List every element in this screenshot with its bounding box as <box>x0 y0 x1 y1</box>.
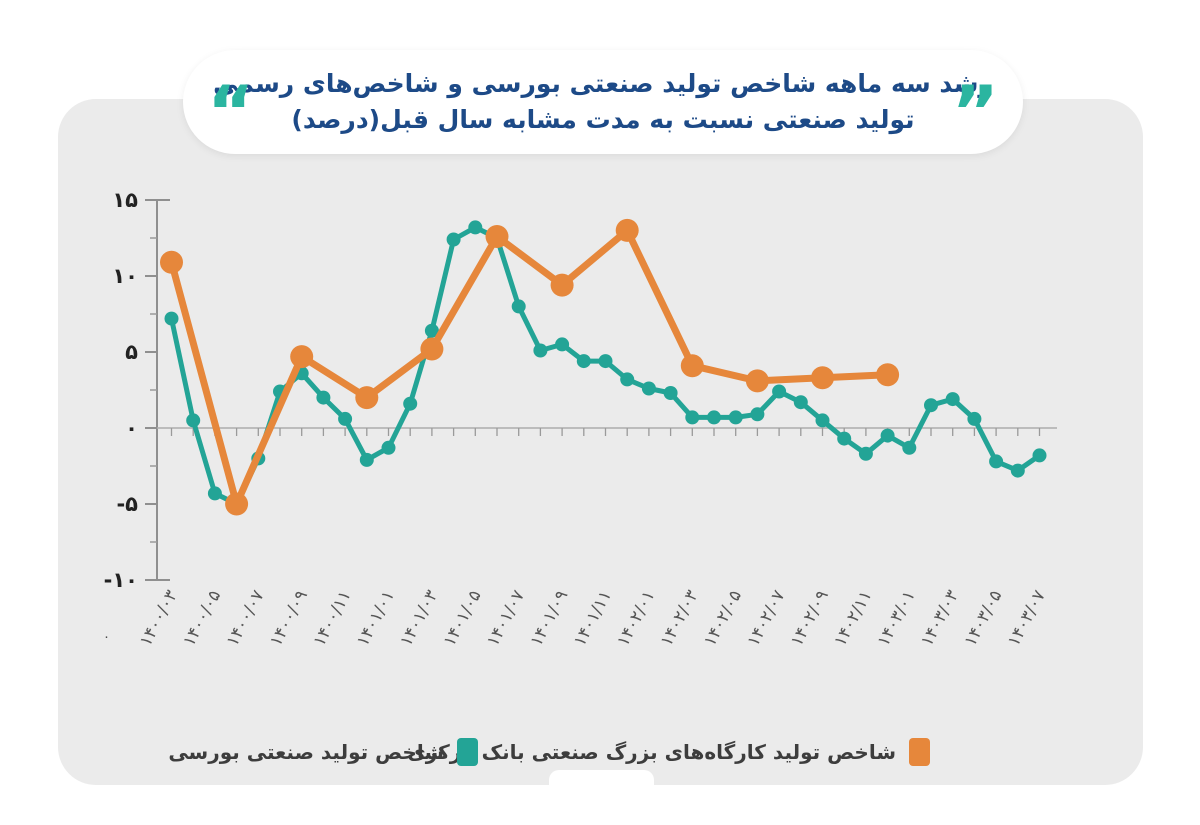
x-tick-label: ۱۴۰۲/۰۷ <box>743 587 789 650</box>
bourse-data-point <box>945 392 960 407</box>
bourse-data-point <box>880 428 895 443</box>
gray-background-panel <box>58 99 1143 785</box>
bourse-data-point <box>663 386 678 400</box>
y-tick-label: ۱۵ <box>112 188 138 212</box>
central-bank-data-point <box>225 492 249 516</box>
central-bank-data-point <box>811 366 834 390</box>
stray-zero-label: ۰ <box>103 630 110 645</box>
bourse-data-point <box>316 390 331 405</box>
x-tick-label: ۱۴۰۰/۰۹ <box>266 587 312 650</box>
central-bank-index-line <box>168 226 892 508</box>
y-tick-label: ٠ <box>125 416 138 440</box>
central-bank-data-point <box>290 345 314 369</box>
x-tick-label: ۱۴۰۱/۰۷ <box>483 587 529 650</box>
bourse-data-point <box>381 440 396 455</box>
x-tick-label: ۱۴۰۳/۰۳ <box>917 587 963 650</box>
bourse-data-point <box>207 486 222 501</box>
bourse-data-point <box>989 454 1004 469</box>
bourse-data-point <box>555 337 570 352</box>
bourse-data-point <box>403 396 418 411</box>
central-bank-data-point <box>745 369 769 393</box>
x-tick-label: ۱۴۰۲/۰۳ <box>657 587 703 650</box>
central-bank-data-point <box>550 273 574 297</box>
central-bank-data-point <box>876 363 900 387</box>
bourse-data-point <box>728 410 743 425</box>
x-tick-label: ۱۴۰۰/۰۳ <box>136 587 182 650</box>
teal-legend-swatch <box>457 738 478 766</box>
page-title-line2: تولید صنعتی نسبت به مدت مشابه سال قبل(در… <box>291 105 915 134</box>
central-bank-data-point <box>615 218 639 242</box>
central-bank-data-point <box>420 337 444 361</box>
close-quote-icon: ” <box>951 70 999 154</box>
bourse-data-point <box>533 343 548 358</box>
open-quote-icon: “ <box>207 70 255 154</box>
x-tick-label: ۱۴۰۲/۰۱ <box>613 587 659 650</box>
bourse-data-point <box>924 398 938 413</box>
x-tick-label: ۱۴۰۲/۱۱ <box>830 587 876 650</box>
bourse-data-point <box>1032 448 1047 463</box>
bourse-data-point <box>815 413 830 428</box>
central-bank-data-point <box>160 250 183 274</box>
legend-item-central-bank: شاخص تولید کارگاه‌های بزرگ صنعتی بانک مر… <box>407 736 930 768</box>
bourse-data-point <box>1010 463 1025 478</box>
orange-legend-swatch <box>909 738 930 766</box>
legend-item-bourse-index: شاخص تولید صنعتی بورسی <box>168 736 478 768</box>
bourse-data-point <box>858 446 873 461</box>
bourse-data-point <box>424 323 439 338</box>
y-tick-label: ۵ <box>125 340 138 364</box>
central-bank-data-point <box>355 386 379 410</box>
bourse-data-point <box>468 220 483 235</box>
bourse-data-point <box>511 299 526 314</box>
central-bank-data-point <box>680 354 704 378</box>
x-tick-label: ۱۴۰۳/۰۱ <box>874 587 920 650</box>
bourse-data-point <box>576 354 591 369</box>
bourse-data-point <box>164 311 179 326</box>
bourse-data-point <box>338 411 353 426</box>
bourse-data-point <box>685 410 700 425</box>
bourse-data-point <box>620 372 635 387</box>
x-tick-label: ۱۴۰۱/۰۱ <box>353 587 399 650</box>
bourse-data-point <box>750 407 765 422</box>
y-tick-label: -۱۰ <box>104 568 138 592</box>
bourse-data-point <box>772 384 787 399</box>
bottom-notch <box>549 770 654 786</box>
bourse-data-point <box>598 354 613 369</box>
x-tick-label: ۱۴۰۲/۰۹ <box>787 587 833 650</box>
bourse-data-point <box>902 440 917 455</box>
x-tick-label: ۱۴۰۳/۰۷ <box>1004 587 1050 650</box>
x-tick-label: ۱۴۰۳/۰۵ <box>960 587 1006 650</box>
x-tick-label: ۱۴۰۰/۰۵ <box>179 587 225 650</box>
bourse-data-point <box>837 431 852 446</box>
page-title-line1: رشد سه ماهه شاخص تولید صنعتی بورسی و شاخ… <box>213 69 993 98</box>
bourse-data-point <box>793 395 808 410</box>
x-tick-label: ۱۴۰۰/۰۷ <box>223 587 269 650</box>
x-tick-label: ۱۴۰۱/۱۱ <box>570 587 616 650</box>
bourse-data-point <box>707 410 721 425</box>
x-tick-label: ۱۴۰۱/۰۵ <box>440 587 486 650</box>
bourse-data-point <box>967 411 982 426</box>
bourse-data-point <box>186 413 201 428</box>
x-tick-label: ۱۴۰۱/۰۳ <box>396 587 442 650</box>
x-tick-label: ۱۴۰۱/۰۹ <box>526 587 572 650</box>
y-tick-label: -۵ <box>116 492 138 516</box>
bourse-data-point <box>446 232 461 247</box>
title-card: “ رشد سه ماهه شاخص تولید صنعتی بورسی و ش… <box>183 50 1023 154</box>
bourse-data-point <box>359 452 374 467</box>
central-bank-data-point <box>485 225 509 248</box>
bourse-data-point <box>641 381 656 396</box>
teal-legend-label: شاخص تولید صنعتی بورسی <box>168 740 444 764</box>
x-tick-label: ۱۴۰۲/۰۵ <box>700 587 746 650</box>
orange-legend-label: شاخص تولید کارگاه‌های بزرگ صنعتی بانک مر… <box>407 740 896 764</box>
page-title: رشد سه ماهه شاخص تولید صنعتی بورسی و شاخ… <box>213 66 993 138</box>
y-tick-label: ۱۰ <box>112 264 138 288</box>
x-tick-label: ۱۴۰۰/۱۱ <box>309 587 355 650</box>
